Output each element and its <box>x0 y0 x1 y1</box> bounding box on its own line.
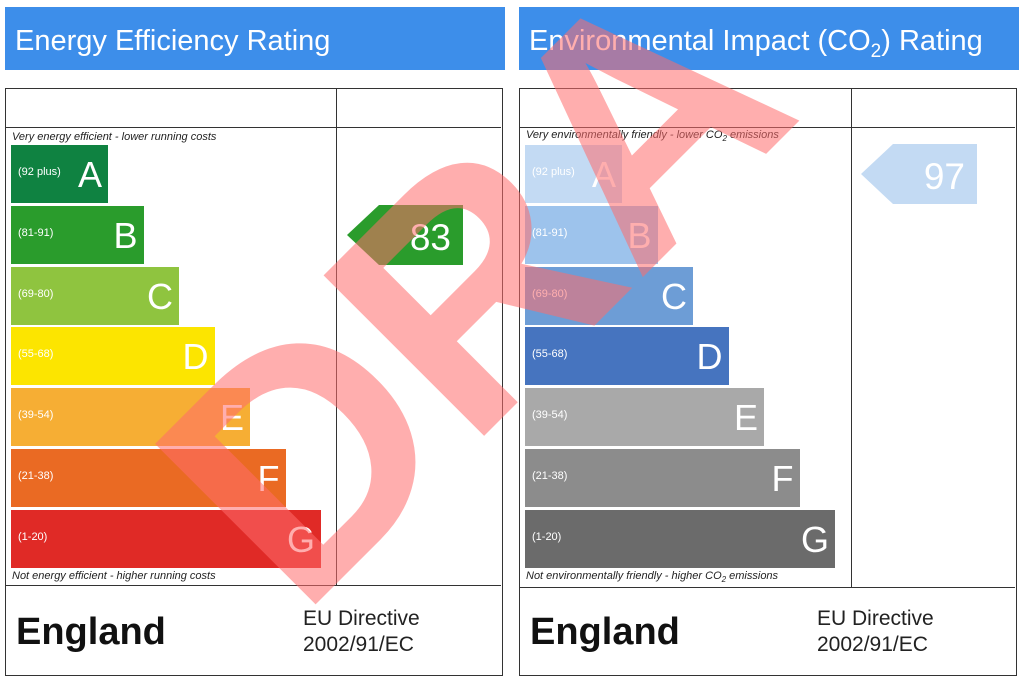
divider <box>336 89 337 586</box>
band-range-label: (1-20) <box>532 530 562 543</box>
band-letter: E <box>733 397 758 439</box>
band-letter: A <box>591 154 616 195</box>
rating-band-e: (39-54) E <box>525 388 764 447</box>
rating-band-a: (92 plus) A <box>525 145 622 203</box>
rating-band-g: (1-20) G <box>525 509 835 568</box>
directive-line-2: 2002/91/EC <box>303 633 414 656</box>
band-letter: G <box>286 518 315 560</box>
band-range-label: (55-68) <box>18 348 54 361</box>
band-range-label: (1-20) <box>18 530 48 543</box>
co2-title: Environmental Impact (CO2) Rating <box>529 25 983 62</box>
co2-top-caption: Very environmentally friendly - lower CO… <box>526 129 779 144</box>
energy-current-rating-arrow: 83 <box>347 204 463 265</box>
energy-current-rating: 83 <box>409 216 451 258</box>
environmental-impact-panel: Environmental Impact (CO2) Rating Very e… <box>519 0 1019 683</box>
band-range-label: (81-91) <box>18 226 54 239</box>
energy-chart-frame: Very energy efficient - lower running co… <box>5 88 503 676</box>
band-letter: B <box>113 214 138 256</box>
directive-line-1: EU Directive <box>817 607 934 630</box>
band-range-label: (92 plus) <box>18 166 61 178</box>
divider <box>520 127 1015 128</box>
band-range-label: (39-54) <box>18 409 54 422</box>
band-range-label: (39-54) <box>532 409 568 422</box>
co2-title-bar: Environmental Impact (CO2) Rating <box>519 7 1019 70</box>
band-range-label: (55-68) <box>532 348 568 361</box>
energy-title-bar: Energy Efficiency Rating <box>5 7 505 70</box>
directive-line-1: EU Directive <box>303 607 420 630</box>
band-letter: F <box>771 458 794 499</box>
energy-country: England <box>16 611 166 653</box>
arrow-shape <box>347 204 463 265</box>
rating-band-e: (39-54) E <box>11 388 250 447</box>
divider <box>6 585 501 586</box>
band-letter: A <box>77 154 102 195</box>
directive-line-2: 2002/91/EC <box>817 633 928 656</box>
band-range-label: (81-91) <box>532 226 568 239</box>
rating-band-b: (81-91) B <box>11 205 144 264</box>
band-letter: C <box>661 275 687 317</box>
divider <box>6 127 501 128</box>
band-letter: E <box>219 397 244 439</box>
rating-band-f: (21-38) F <box>11 449 286 507</box>
band-letter: D <box>182 336 209 378</box>
band-letter: C <box>147 275 173 317</box>
rating-band-c: (69-80) C <box>525 266 693 325</box>
arrow-shape <box>861 144 977 204</box>
rating-band-a: (92 plus) A <box>11 145 108 203</box>
rating-band-b: (81-91) B <box>525 205 658 264</box>
band-letter: B <box>627 214 652 256</box>
divider <box>851 89 852 588</box>
energy-directive: EU Directive 2002/91/EC <box>303 606 420 658</box>
band-range-label: (92 plus) <box>532 166 575 178</box>
band-range-label: (21-38) <box>18 470 54 482</box>
energy-efficiency-panel: Energy Efficiency Rating Very energy eff… <box>5 0 505 683</box>
rating-band-f: (21-38) F <box>525 449 800 507</box>
energy-top-caption: Very energy efficient - lower running co… <box>12 131 217 143</box>
divider <box>520 587 1015 588</box>
co2-current-rating-arrow: 97 <box>861 144 977 204</box>
band-range-label: (69-80) <box>18 287 54 300</box>
rating-band-g: (1-20) G <box>11 509 321 568</box>
band-range-label: (69-80) <box>532 287 568 300</box>
band-letter: D <box>696 336 723 378</box>
co2-directive: EU Directive 2002/91/EC <box>817 606 934 658</box>
band-letter: F <box>257 458 280 499</box>
energy-bottom-caption: Not energy efficient - higher running co… <box>12 570 216 582</box>
rating-band-d: (55-68) D <box>11 327 215 386</box>
co2-country: England <box>530 611 680 653</box>
band-letter: G <box>800 518 829 560</box>
rating-band-c: (69-80) C <box>11 266 179 325</box>
co2-chart-frame: Very environmentally friendly - lower CO… <box>519 88 1017 676</box>
band-range-label: (21-38) <box>532 470 568 482</box>
energy-title: Energy Efficiency Rating <box>15 25 331 57</box>
rating-band-d: (55-68) D <box>525 327 729 386</box>
co2-current-rating: 97 <box>923 156 965 197</box>
co2-bottom-caption: Not environmentally friendly - higher CO… <box>526 570 779 585</box>
